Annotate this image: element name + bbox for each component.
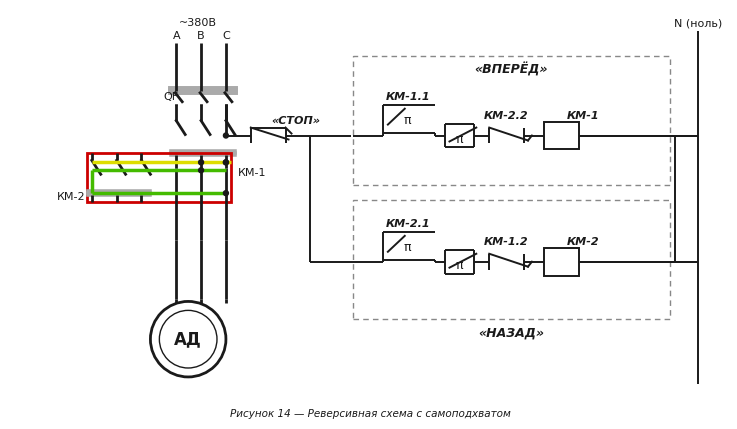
- Text: Рисунок 14 — Реверсивная схема с самоподхватом: Рисунок 14 — Реверсивная схема с самопод…: [229, 409, 511, 419]
- Text: КМ-1: КМ-1: [238, 168, 266, 178]
- Circle shape: [223, 190, 228, 196]
- Circle shape: [150, 302, 226, 377]
- Circle shape: [223, 160, 228, 165]
- Text: «НАЗАД»: «НАЗАД»: [478, 327, 544, 340]
- Text: B: B: [198, 31, 205, 41]
- Text: π: π: [404, 241, 411, 254]
- Text: КМ-2: КМ-2: [566, 237, 599, 247]
- Text: A: A: [172, 31, 180, 41]
- Text: ~380В: ~380В: [179, 18, 217, 28]
- Text: «СТОП»: «СТОП»: [271, 115, 320, 126]
- Text: π: π: [455, 133, 463, 146]
- Text: КМ-2.2: КМ-2.2: [483, 111, 528, 121]
- Bar: [353, 200, 670, 319]
- Text: КМ-2: КМ-2: [57, 192, 85, 202]
- Text: QF: QF: [164, 92, 178, 102]
- Circle shape: [223, 160, 228, 165]
- Bar: [544, 121, 579, 149]
- Text: C: C: [222, 31, 230, 41]
- Text: КМ-1.1: КМ-1.1: [385, 92, 430, 102]
- Text: π: π: [455, 259, 463, 272]
- Bar: [544, 248, 579, 275]
- Text: N (ноль): N (ноль): [674, 18, 722, 28]
- Bar: [353, 56, 670, 185]
- Text: КМ-1.2: КМ-1.2: [483, 237, 528, 247]
- Circle shape: [223, 133, 228, 138]
- Circle shape: [159, 310, 217, 368]
- Circle shape: [198, 160, 203, 165]
- Text: «ВПЕРЁД»: «ВПЕРЁД»: [475, 63, 548, 77]
- Text: π: π: [404, 114, 411, 127]
- Text: АД: АД: [174, 330, 202, 348]
- Text: КМ-2.1: КМ-2.1: [385, 219, 430, 229]
- Text: КМ-1: КМ-1: [566, 111, 599, 121]
- Circle shape: [198, 168, 203, 173]
